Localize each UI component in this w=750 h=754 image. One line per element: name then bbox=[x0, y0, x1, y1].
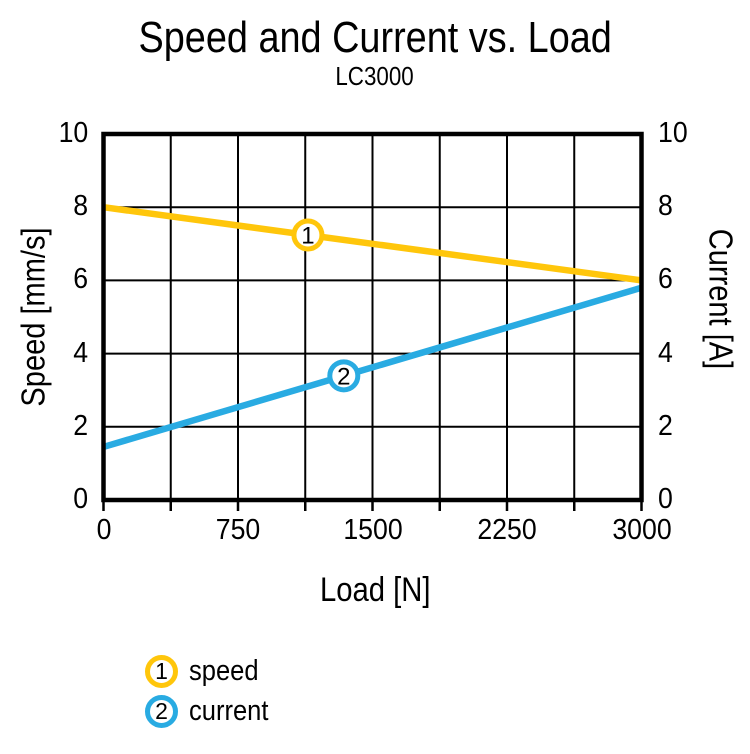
chart-subtitle-text: LC3000 bbox=[335, 61, 415, 91]
chart-subtitle: LC3000 bbox=[0, 63, 750, 89]
y-tick-label-right: 4 bbox=[658, 336, 673, 369]
speed-series-marker-icon bbox=[291, 218, 325, 252]
legend-number: 2 bbox=[155, 697, 168, 724]
y-tick-label-right: 8 bbox=[658, 190, 673, 223]
x-tick-label: 3000 bbox=[611, 514, 672, 546]
y-tick-label-right: 0 bbox=[658, 482, 673, 515]
legend-number: 1 bbox=[155, 657, 168, 684]
y-tick-label-left: 10 bbox=[58, 116, 88, 149]
chart-title-text: Speed and Current vs. Load bbox=[138, 13, 612, 62]
y-tick-label-left: 8 bbox=[73, 190, 88, 223]
plot-frame bbox=[101, 131, 644, 503]
y-tick-label-right: 6 bbox=[658, 263, 673, 296]
y-tick-label-right: 10 bbox=[658, 116, 688, 149]
y-tick-label-left: 0 bbox=[73, 482, 88, 515]
current-series-marker-icon bbox=[327, 359, 361, 393]
y-axis-title-right: Current [A] bbox=[702, 228, 740, 370]
speed-series-line bbox=[103, 203, 642, 284]
y-tick-label-left: 2 bbox=[73, 409, 88, 442]
legend-item-speed: 1 speed bbox=[145, 654, 279, 688]
legend-item-current: 2 current bbox=[145, 694, 279, 728]
x-axis-title: Load [N] bbox=[0, 573, 750, 607]
y-tick-label-right: 2 bbox=[658, 409, 673, 442]
y-tick-label-left: 4 bbox=[73, 336, 88, 369]
legend-label-current: current bbox=[189, 694, 269, 727]
chart-title: Speed and Current vs. Load bbox=[0, 16, 750, 60]
x-tick-label: 750 bbox=[215, 514, 261, 546]
y-tick-label-left: 6 bbox=[73, 263, 88, 296]
legend-label-speed: speed bbox=[189, 654, 259, 687]
x-tick-label: 1500 bbox=[342, 514, 403, 546]
y-axis-title-left: Speed [mm/s] bbox=[14, 227, 52, 407]
x-axis-title-text: Load [N] bbox=[319, 571, 431, 609]
current-series-marker-icon: 2 bbox=[145, 694, 178, 728]
current-series-line bbox=[102, 284, 643, 451]
x-tick-label: 2250 bbox=[477, 514, 537, 546]
x-tick-label: 0 bbox=[96, 514, 111, 546]
speed-series-marker-number: 1 bbox=[301, 223, 314, 250]
speed-series-marker-icon: 1 bbox=[145, 654, 178, 688]
legend: 1 speed 2 current bbox=[145, 654, 279, 734]
current-series-marker-number: 2 bbox=[337, 363, 350, 390]
